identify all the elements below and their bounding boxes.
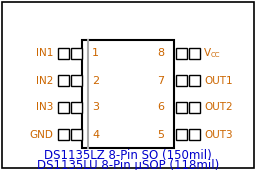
Text: OUT2: OUT2 xyxy=(204,103,233,113)
Text: 8: 8 xyxy=(157,48,164,58)
Text: IN1: IN1 xyxy=(36,48,53,58)
Text: DS1135LU 8-Pin μSOP (118mil): DS1135LU 8-Pin μSOP (118mil) xyxy=(37,158,219,170)
Text: 1: 1 xyxy=(92,48,99,58)
Text: 6: 6 xyxy=(157,103,164,113)
Bar xyxy=(189,102,200,113)
Text: 4: 4 xyxy=(92,130,99,140)
Text: V: V xyxy=(204,48,211,58)
Text: IN2: IN2 xyxy=(36,75,53,86)
Bar xyxy=(189,129,200,140)
Text: GND: GND xyxy=(29,130,53,140)
Bar xyxy=(82,40,174,148)
Text: 5: 5 xyxy=(157,130,164,140)
Text: OUT3: OUT3 xyxy=(204,130,233,140)
Text: 3: 3 xyxy=(92,103,99,113)
Bar xyxy=(58,129,69,140)
Text: 2: 2 xyxy=(92,75,99,86)
Bar xyxy=(176,102,187,113)
Bar xyxy=(71,129,82,140)
Bar xyxy=(176,48,187,59)
Bar xyxy=(189,75,200,86)
Text: CC: CC xyxy=(211,52,220,58)
Bar xyxy=(58,102,69,113)
Bar xyxy=(71,48,82,59)
Bar xyxy=(189,48,200,59)
Bar xyxy=(176,129,187,140)
Text: 7: 7 xyxy=(157,75,164,86)
Bar xyxy=(71,102,82,113)
Text: OUT1: OUT1 xyxy=(204,75,233,86)
Bar xyxy=(176,75,187,86)
Bar xyxy=(71,75,82,86)
Text: IN3: IN3 xyxy=(36,103,53,113)
Bar xyxy=(58,48,69,59)
Bar xyxy=(58,75,69,86)
Text: DS1135LZ 8-Pin SO (150mil): DS1135LZ 8-Pin SO (150mil) xyxy=(44,149,212,163)
